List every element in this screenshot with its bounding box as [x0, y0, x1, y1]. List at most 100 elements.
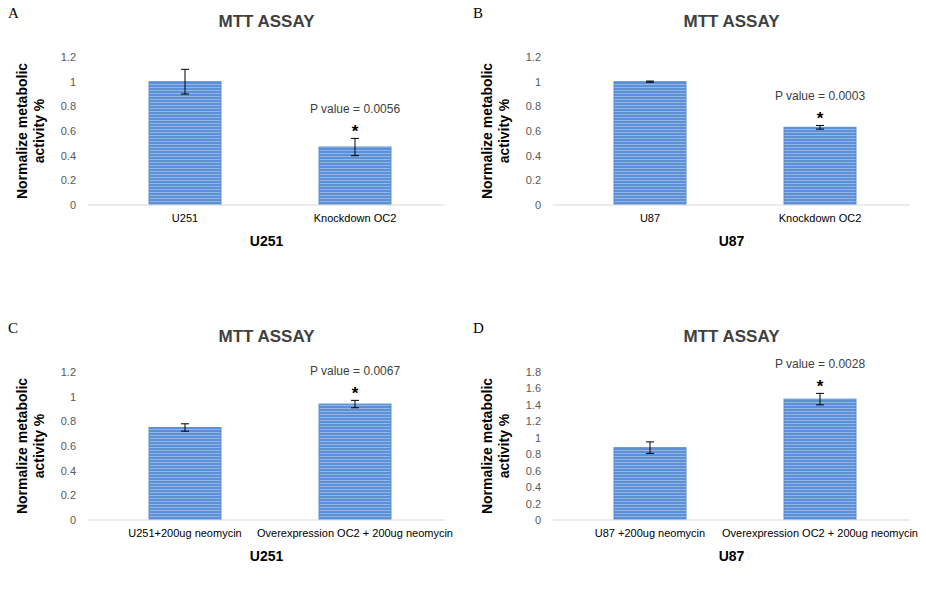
y-axis-label-line: Normalize metabolic [479, 63, 495, 199]
y-tick-label: 0.6 [61, 125, 76, 137]
y-tick [84, 180, 88, 181]
p-value-label: P value = 0.0003 [775, 89, 866, 103]
title: MTT ASSAY [683, 12, 780, 31]
marks [149, 69, 391, 205]
y-tick [549, 131, 553, 132]
x-tick-label: Overexpression OC2 + 200ug neomycin [257, 527, 453, 539]
error-cap [646, 81, 654, 82]
error-cap [181, 423, 189, 424]
y-tick [84, 205, 88, 206]
panel: DMTT ASSAYNormalize metabolicactivity %0… [473, 320, 918, 564]
y-tick-label: 0.4 [526, 150, 541, 162]
y-tick [84, 155, 88, 156]
x-tick-label: Knockdown OC2 [779, 212, 862, 224]
bar [614, 448, 686, 520]
panel-letter: C [8, 320, 18, 336]
y-axis-label-line: activity % [31, 413, 47, 478]
y-tick-label: 0.4 [526, 481, 541, 493]
baseline [88, 205, 445, 206]
x-axis-label: U251 [250, 233, 284, 249]
y-axis-label: Normalize metabolicactivity % [479, 378, 512, 514]
y-tick [549, 388, 553, 389]
bar [614, 82, 686, 205]
y-tick-label: 1.6 [526, 382, 541, 394]
y-tick-label: 1.2 [526, 51, 541, 63]
error-stem [650, 442, 651, 454]
y-tick-label: 1.2 [526, 415, 541, 427]
y-tick-label: 1.8 [526, 366, 541, 378]
error-bar [181, 69, 189, 94]
y-tick-label: 0.6 [526, 465, 541, 477]
y-axis-label-line: Normalize metabolic [14, 378, 30, 514]
error-stem [185, 424, 186, 431]
y-tick [84, 520, 88, 521]
y-tick-label: 0.2 [61, 174, 76, 186]
y-tick-label: 1.2 [61, 366, 76, 378]
y-tick [549, 437, 553, 438]
y-tick [549, 520, 553, 521]
bar [319, 404, 391, 520]
error-cap [351, 155, 359, 156]
error-cap [816, 404, 824, 405]
p-value-label: P value = 0.0067 [310, 364, 401, 378]
y-tick-label: 1 [70, 76, 76, 88]
figure: AMTT ASSAYNormalize metabolicactivity %0… [0, 0, 926, 605]
panel: C MTT ASSAY Normalize metabolicactivity % 0… [8, 320, 453, 564]
y-axis-label-line: Normalize metabolic [479, 378, 495, 514]
y-tick-label: 0.8 [61, 415, 76, 427]
x-tick-label: Overexpression OC2 + 200ug neomycin [722, 527, 918, 539]
y-tick-label: 0.2 [526, 498, 541, 510]
y-tick-label: 0.6 [526, 125, 541, 137]
significance-marker: * [817, 109, 824, 128]
bar [149, 82, 221, 205]
y-tick-label: 0 [535, 514, 541, 526]
x-axis-label: U87 [719, 233, 745, 249]
x-tick-label: U251 [172, 212, 198, 224]
error-cap [181, 69, 189, 70]
significance-marker: * [352, 384, 359, 403]
y-tick [549, 404, 553, 405]
y-axis-label-line: activity % [496, 413, 512, 478]
x-axis-label: U87 [719, 548, 745, 564]
y-tick [549, 487, 553, 488]
y-tick [549, 205, 553, 206]
y-axis-label: Normalize metabolicactivity % [479, 63, 512, 199]
y-tick [84, 396, 88, 397]
error-cap [646, 453, 654, 454]
y-tick-label: 0.6 [61, 440, 76, 452]
p-value-label: P value = 0.0028 [775, 357, 866, 371]
y-tick-label: 0.8 [526, 100, 541, 112]
y-tick [549, 470, 553, 471]
y-tick-label: 0.2 [61, 489, 76, 501]
y-tick-label: 0 [70, 514, 76, 526]
panel: AMTT ASSAYNormalize metabolicactivity %0… [8, 5, 445, 249]
y-tick-label: 1.2 [61, 51, 76, 63]
y-tick-label: 0.4 [61, 150, 76, 162]
y-tick [549, 57, 553, 58]
y-axis-label-line: activity % [496, 98, 512, 163]
y-tick [84, 81, 88, 82]
error-cap [181, 94, 189, 95]
error-cap [181, 431, 189, 432]
error-cap [646, 82, 654, 83]
y-tick-label: 0.4 [61, 465, 76, 477]
error-bar [646, 442, 654, 454]
y-tick [84, 372, 88, 373]
baseline [553, 520, 910, 521]
title: MTT ASSAY [218, 327, 315, 346]
y-tick [84, 57, 88, 58]
error-bar [646, 81, 654, 82]
y-axis-label: Normalize metabolicactivity % [14, 63, 47, 199]
panel-letter: B [473, 5, 483, 21]
panel: B MTT ASSAY Normalize metabolicactivity % 0… [473, 5, 910, 249]
y-axis-label: Normalize metabolicactivity % [14, 378, 47, 514]
y-tick [549, 503, 553, 504]
y-tick-label: 0.2 [526, 174, 541, 186]
y-tick-label: 1 [535, 432, 541, 444]
y-tick [84, 470, 88, 471]
p-value-label: P value = 0.0056 [310, 102, 401, 116]
x-tick-label: Knockdown OC2 [314, 212, 397, 224]
y-tick-label: 1 [535, 76, 541, 88]
bar [784, 127, 856, 205]
x-axis-label: U251 [250, 548, 284, 564]
